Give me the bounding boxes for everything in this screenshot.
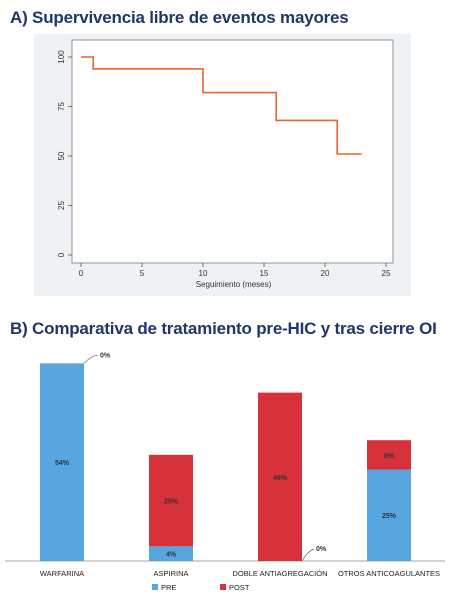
category-label-1: ASPIRINA	[153, 569, 188, 578]
data-label-post-1: 25%	[164, 499, 179, 506]
x-axis-label: Seguimiento (meses)	[196, 280, 272, 289]
legend-label-pre: PRE	[161, 583, 176, 592]
bar-post-2	[258, 392, 302, 561]
y-tick-label-1: 25	[57, 201, 66, 210]
legend-swatch-pre	[152, 584, 158, 590]
y-tick-label-3: 75	[57, 102, 66, 111]
callout-line-pre-2	[301, 548, 315, 562]
callout-line-post-0	[83, 354, 99, 364]
category-label-0: WARFARINA	[40, 569, 84, 578]
y-tick-label-0: 0	[57, 252, 66, 257]
x-tick-label-3: 15	[260, 269, 269, 278]
bar-pre-0	[40, 363, 84, 561]
survival-chart: 0 5 10 15 20 25 0 25 50 75 100 Seguimiento (meses)	[34, 34, 411, 296]
data-label-pre-0: 54%	[55, 460, 70, 467]
x-tick-label-0: 0	[79, 269, 84, 278]
data-label-post-3: 8%	[384, 453, 395, 460]
x-tick-label-5: 25	[382, 269, 391, 278]
data-label-pre-3: 25%	[382, 513, 397, 520]
data-label-pre-2: 0%	[316, 546, 327, 553]
data-label-pre-1: 4%	[166, 552, 177, 559]
data-label-post-0: 0%	[100, 352, 111, 359]
chart-a-plot-frame	[71, 39, 394, 264]
category-label-2: DOBLE ANTIAGREGACIÓN	[232, 569, 327, 578]
y-tick-label-2: 50	[57, 151, 66, 160]
data-label-post-2: 46%	[273, 475, 288, 482]
x-tick-label-4: 20	[321, 269, 330, 278]
y-tick-label-4: 100	[57, 50, 66, 64]
chart-b-title: B) Comparativa de tratamiento pre-HIC y …	[10, 319, 437, 338]
x-tick-label-2: 10	[199, 269, 208, 278]
bar-pre-1	[149, 546, 193, 561]
chart-a-title: A) Supervivencia libre de eventos mayore…	[10, 8, 349, 27]
legend-swatch-post	[220, 584, 226, 590]
x-tick-label-1: 5	[140, 269, 145, 278]
bar-pre-3	[367, 469, 411, 561]
bar-post-1	[149, 454, 193, 547]
legend-label-post: POST	[229, 583, 250, 592]
survival-line	[81, 56, 362, 155]
category-label-3: OTROS ANTICOAGULANTES	[338, 569, 440, 578]
bar-post-3	[367, 440, 411, 470]
